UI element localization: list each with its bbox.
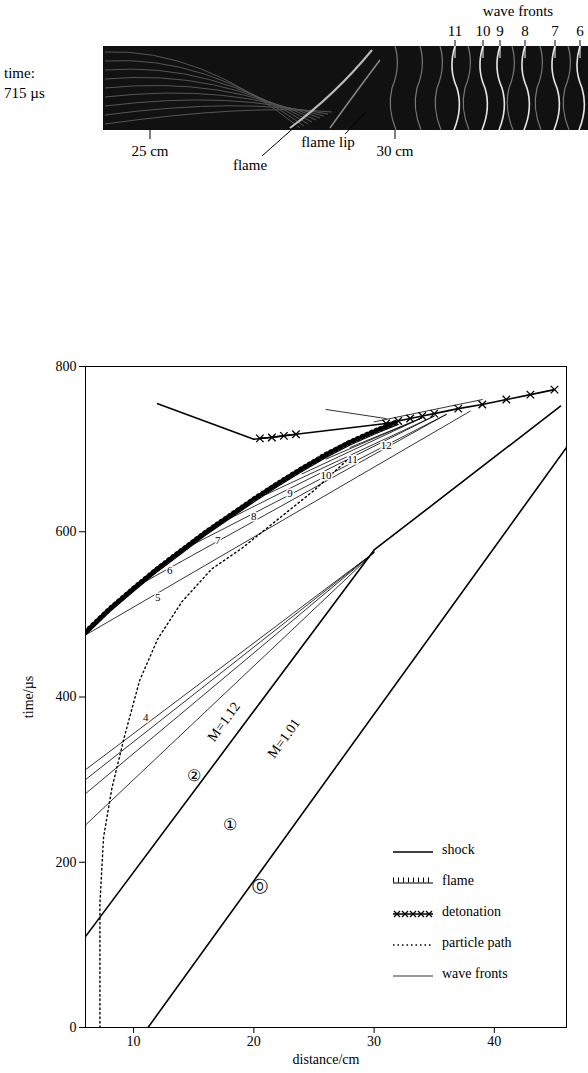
html-text:wave fronts: wave fronts: [442, 965, 508, 981]
html-text:shock: shock: [442, 841, 475, 857]
svg-text:⓪: ⓪: [252, 878, 268, 895]
svg-text:600: 600: [56, 524, 77, 539]
svg-text:20: 20: [247, 1034, 261, 1049]
svg-text:flame: flame: [233, 157, 267, 173]
svg-text:10: 10: [321, 469, 333, 481]
svg-text:M=1.01: M=1.01: [265, 716, 303, 761]
svg-text:11: 11: [347, 453, 358, 465]
svg-text:8: 8: [521, 23, 529, 39]
svg-text:wave fronts: wave fronts: [483, 3, 554, 19]
svg-text:200: 200: [56, 855, 77, 870]
html-text:flame: flame: [442, 872, 474, 888]
svg-text:5: 5: [155, 591, 161, 603]
svg-text:40: 40: [487, 1034, 501, 1049]
svg-text:7: 7: [215, 534, 221, 546]
svg-text:①: ①: [223, 816, 237, 833]
html-text:detonation: detonation: [442, 903, 502, 919]
svg-text:time/µs: time/µs: [21, 676, 36, 718]
svg-text:10: 10: [476, 23, 491, 39]
svg-text:800: 800: [56, 359, 77, 374]
svg-text:6: 6: [167, 564, 173, 576]
svg-text:12: 12: [381, 439, 392, 451]
svg-text:②: ②: [187, 767, 201, 784]
html-text:particle path: particle path: [442, 934, 512, 950]
svg-text:M=1.12: M=1.12: [205, 699, 243, 744]
svg-text:7: 7: [551, 23, 559, 39]
svg-text:715 µs: 715 µs: [4, 85, 45, 101]
svg-text:30: 30: [367, 1034, 381, 1049]
svg-text:distance/cm: distance/cm: [293, 1052, 360, 1067]
svg-text:9: 9: [287, 487, 293, 499]
svg-text:10: 10: [127, 1034, 141, 1049]
svg-text:11: 11: [448, 23, 462, 39]
svg-text:25 cm: 25 cm: [131, 143, 168, 159]
svg-text:9: 9: [496, 23, 504, 39]
svg-text:flame lip: flame lip: [301, 134, 355, 150]
svg-text:time:: time:: [4, 65, 35, 81]
svg-text:400: 400: [56, 689, 77, 704]
svg-text:30 cm: 30 cm: [376, 143, 413, 159]
svg-text:8: 8: [251, 510, 257, 522]
svg-text:4: 4: [143, 711, 149, 723]
svg-text:0: 0: [70, 1020, 77, 1035]
svg-text:6: 6: [576, 23, 584, 39]
